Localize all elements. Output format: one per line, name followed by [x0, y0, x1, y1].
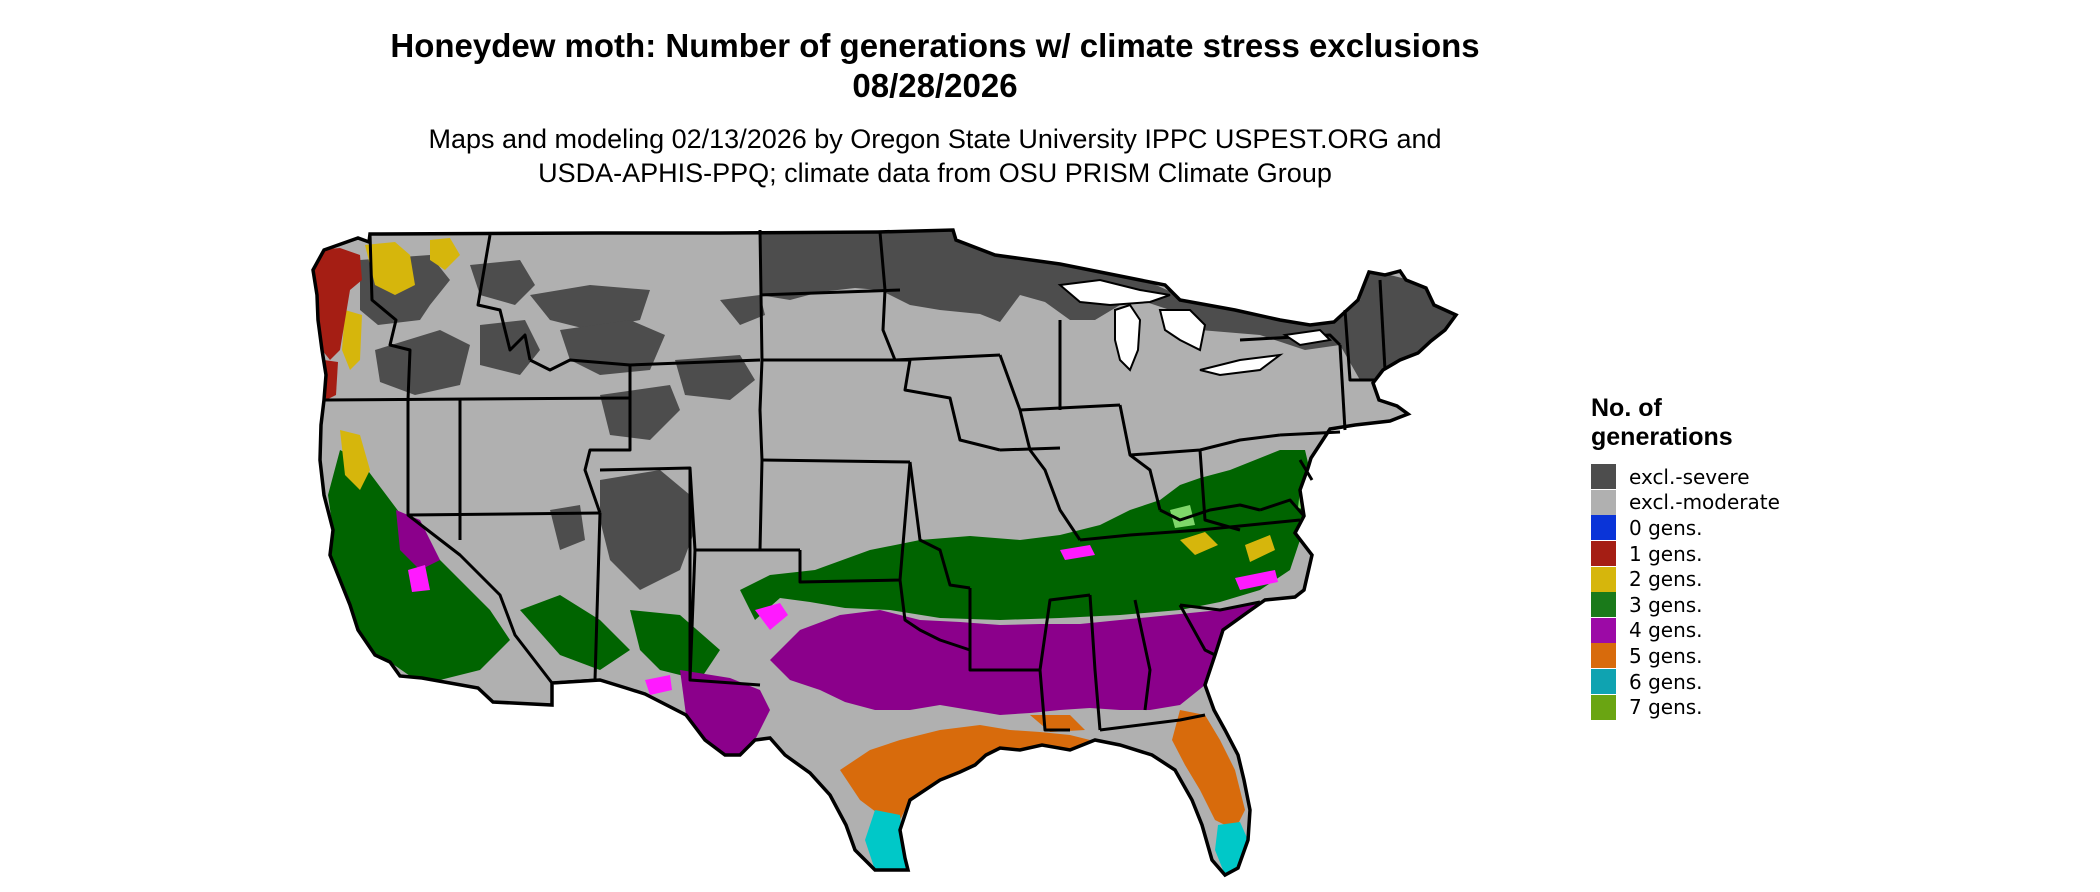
legend-label: 1 gens. — [1629, 541, 1703, 566]
legend-item-excl-moderate: excl.-moderate — [1591, 489, 1780, 516]
map-subtitle: Maps and modeling 02/13/2026 by Oregon S… — [0, 122, 1870, 190]
title-line-1: Honeydew moth: Number of generations w/ … — [390, 27, 1480, 64]
legend-swatch — [1591, 489, 1616, 515]
legend-swatch — [1591, 592, 1616, 618]
state-borders — [323, 229, 1387, 732]
legend-item-4-gens: 4 gens. — [1591, 617, 1780, 644]
zones-1-gens — [313, 248, 362, 400]
legend-item-0-gens: 0 gens. — [1591, 515, 1780, 541]
legend-title-line-2: generations — [1591, 423, 1733, 451]
legend-label: excl.-moderate — [1629, 490, 1780, 515]
legend-item-excl-severe: excl.-severe — [1591, 464, 1780, 490]
legend-swatch — [1591, 515, 1616, 541]
legend-title: No. of generations — [1591, 394, 1780, 452]
zones-4-gens-fringe — [408, 545, 1278, 695]
legend-swatch — [1591, 464, 1616, 490]
subtitle-line-1: Maps and modeling 02/13/2026 by Oregon S… — [428, 124, 1442, 154]
legend-item-5-gens: 5 gens. — [1591, 643, 1780, 669]
legend-item-3-gens: 3 gens. — [1591, 592, 1780, 618]
title-date: 08/28/2026 — [852, 67, 1018, 104]
legend-title-line-1: No. of — [1591, 394, 1662, 422]
legend-swatch — [1591, 566, 1616, 592]
legend-item-1-gens: 1 gens. — [1591, 541, 1780, 567]
legend-swatch — [1591, 643, 1616, 669]
great-lakes — [1057, 278, 1333, 377]
subtitle-line-2: USDA-APHIS-PPQ; climate data from OSU PR… — [538, 158, 1332, 188]
legend-label: 4 gens. — [1629, 618, 1703, 643]
legend-label: 6 gens. — [1629, 669, 1703, 694]
zones-2-gens — [340, 238, 1375, 562]
legend-item-2-gens: 2 gens. — [1591, 566, 1780, 592]
legend-item-6-gens: 6 gens. — [1591, 669, 1780, 695]
map-title: Honeydew moth: Number of generations w/ … — [0, 26, 1870, 106]
us-generations-map — [311, 228, 1458, 877]
legend-swatch — [1591, 694, 1616, 720]
legend-label: excl.-severe — [1629, 464, 1750, 489]
map-legend: No. of generations excl.-severe excl.-mo… — [1591, 394, 1780, 720]
legend-label: 0 gens. — [1629, 515, 1703, 540]
legend-swatch — [1591, 617, 1616, 643]
legend-swatch — [1591, 669, 1616, 695]
legend-swatch — [1591, 541, 1616, 567]
legend-item-7-gens: 7 gens. — [1591, 694, 1780, 720]
legend-label: 7 gens. — [1629, 695, 1703, 720]
legend-label: 2 gens. — [1629, 567, 1703, 592]
legend-label: 3 gens. — [1629, 592, 1703, 617]
legend-label: 5 gens. — [1629, 643, 1703, 668]
zones-6-gens — [865, 810, 1248, 875]
